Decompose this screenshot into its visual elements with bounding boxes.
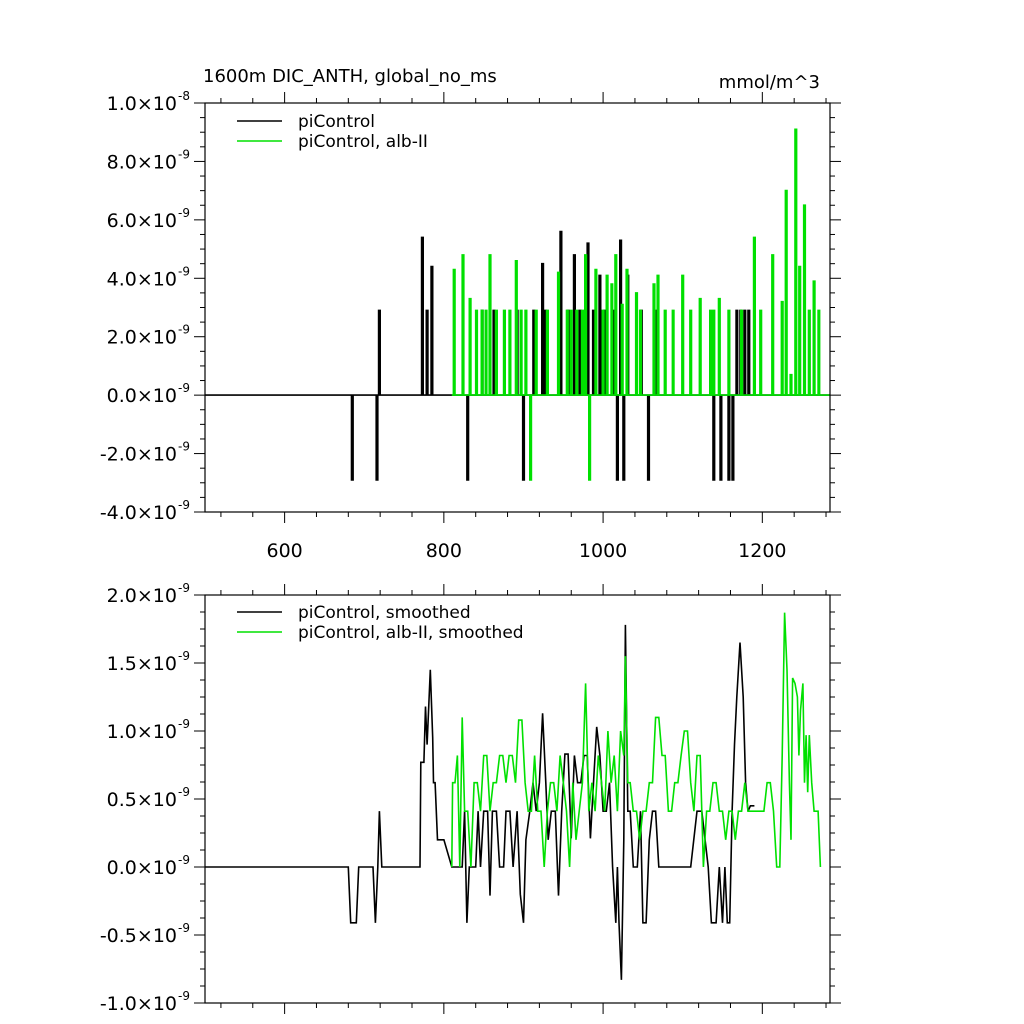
bottom-panel: 2.0×10 -91.5×10 -91.0×10 -90.5×10 -90.0×10 -9… (100, 581, 841, 1015)
y-tick-label: 4.0×10 (107, 268, 177, 290)
top-plot-frame (204, 102, 831, 513)
y-tick-label: 2.0×10 (107, 327, 177, 349)
y-tick-label: 1.5×10 (107, 653, 177, 675)
y-tick-exponent: -9 (178, 381, 190, 395)
y-tick-exponent: -9 (178, 989, 190, 1003)
y-tick-exponent: -9 (178, 853, 190, 867)
x-tick-label: 600 (266, 540, 302, 562)
chart-title: 1600m DIC_ANTH, global_no_ms (203, 66, 497, 87)
y-tick-label: 6.0×10 (107, 210, 177, 232)
y-tick-exponent: -9 (178, 921, 190, 935)
x-tick-label: 1200 (738, 540, 786, 562)
y-tick-label: -1.0×10 (100, 993, 177, 1015)
top-series-group (205, 128, 830, 481)
legend-label: piControl, alb-II, smoothed (298, 623, 524, 643)
y-tick-label: 2.0×10 (107, 585, 177, 607)
x-tick-label: 800 (426, 540, 462, 562)
series-line-bottom-1 (451, 612, 822, 868)
y-tick-label: 8.0×10 (107, 151, 177, 173)
y-tick-label: 0.0×10 (107, 385, 177, 407)
y-tick-label: -0.5×10 (100, 925, 177, 947)
y-tick-label: 0.5×10 (107, 789, 177, 811)
bottom-ticks: 2.0×10 -91.5×10 -91.0×10 -90.5×10 -90.0×10 -9… (100, 581, 841, 1015)
y-tick-exponent: -9 (178, 717, 190, 731)
bottom-series-group (205, 612, 822, 980)
legend-label: piControl, smoothed (298, 603, 471, 623)
y-tick-exponent: -9 (178, 498, 190, 512)
y-tick-exponent: -8 (178, 89, 190, 103)
y-tick-exponent: -9 (178, 147, 190, 161)
y-tick-exponent: -9 (178, 323, 190, 337)
x-tick-label: 1000 (579, 540, 627, 562)
y-tick-label: -2.0×10 (100, 444, 177, 466)
y-tick-exponent: -9 (178, 440, 190, 454)
series-line-bottom-0 (205, 624, 755, 980)
y-tick-label: 1.0×10 (107, 721, 177, 743)
y-tick-exponent: -9 (178, 581, 190, 595)
series-line-top-1 (451, 128, 830, 481)
y-tick-exponent: -9 (178, 649, 190, 663)
y-tick-label: 0.0×10 (107, 857, 177, 879)
y-tick-label: -4.0×10 (100, 502, 177, 524)
y-tick-exponent: -9 (178, 206, 190, 220)
units-label: mmol/m^3 (719, 72, 820, 93)
y-tick-exponent: -9 (178, 264, 190, 278)
bottom-plot-frame (204, 594, 831, 1004)
legend-label: piControl, alb-II (298, 132, 428, 152)
y-tick-exponent: -9 (178, 785, 190, 799)
y-tick-label: 1.0×10 (107, 93, 177, 115)
legend-label: piControl (298, 112, 375, 132)
